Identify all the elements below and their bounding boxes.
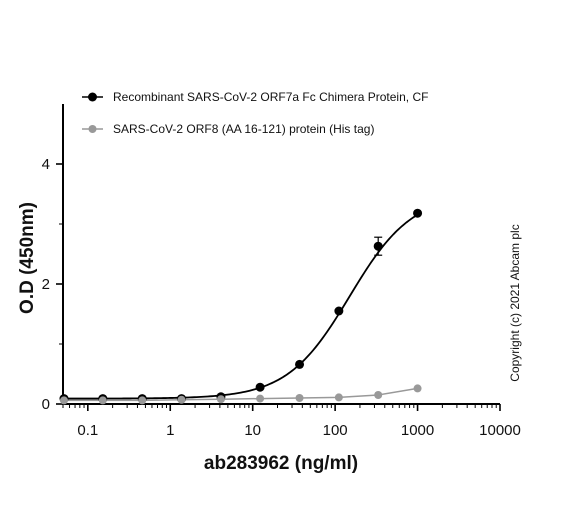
- axes: [62, 104, 500, 405]
- y-tick-label: 4: [42, 156, 50, 173]
- x-tick-label: 10000: [479, 422, 521, 439]
- series-2-point: [59, 396, 68, 405]
- y-axis-title: O.D (450nm): [17, 202, 38, 314]
- series-2-point: [98, 396, 107, 405]
- legend-swatch-marker-1: [88, 92, 97, 102]
- series-2-point: [334, 393, 343, 402]
- series-2-point: [256, 394, 265, 403]
- legend-label-1: Recombinant SARS-CoV-2 ORF7a Fc Chimera …: [113, 90, 428, 104]
- y-tick-label: 0: [42, 396, 50, 413]
- curves: [63, 213, 419, 402]
- series-2-point: [374, 391, 383, 399]
- copyright-text: Copyright (c) 2021 Abcam plc: [508, 224, 522, 381]
- x-tick-label: 1: [166, 422, 174, 439]
- ticks: 0.1 1 10 100 1000 10000 0 2 4: [42, 156, 521, 439]
- points: [59, 208, 423, 405]
- x-axis-title: ab283962 (ng/ml): [204, 453, 358, 474]
- series-1-point: [334, 306, 344, 316]
- legend-label-2: SARS-CoV-2 ORF8 (AA 16-121) protein (His…: [113, 122, 374, 136]
- x-tick-label: 0.1: [77, 422, 98, 439]
- x-tick-label: 10: [244, 422, 261, 439]
- legend: Recombinant SARS-CoV-2 ORF7a Fc Chimera …: [82, 90, 428, 136]
- series-2-point: [216, 395, 225, 404]
- series-1-point: [373, 241, 383, 251]
- series-1-point: [413, 208, 423, 218]
- series-2-point: [295, 394, 304, 402]
- legend-swatch-marker-2: [88, 125, 97, 133]
- series-1-fit-curve: [63, 213, 419, 400]
- series-2-point: [413, 384, 422, 393]
- series-1-point: [295, 359, 305, 369]
- x-tick-label: 100: [323, 422, 348, 439]
- series-2-point: [138, 396, 147, 405]
- y-tick-label: 2: [42, 276, 50, 293]
- series-2-point: [177, 395, 186, 404]
- x-tick-label: 1000: [401, 422, 434, 439]
- series-1-point: [255, 382, 265, 392]
- series-2-line: [63, 387, 418, 402]
